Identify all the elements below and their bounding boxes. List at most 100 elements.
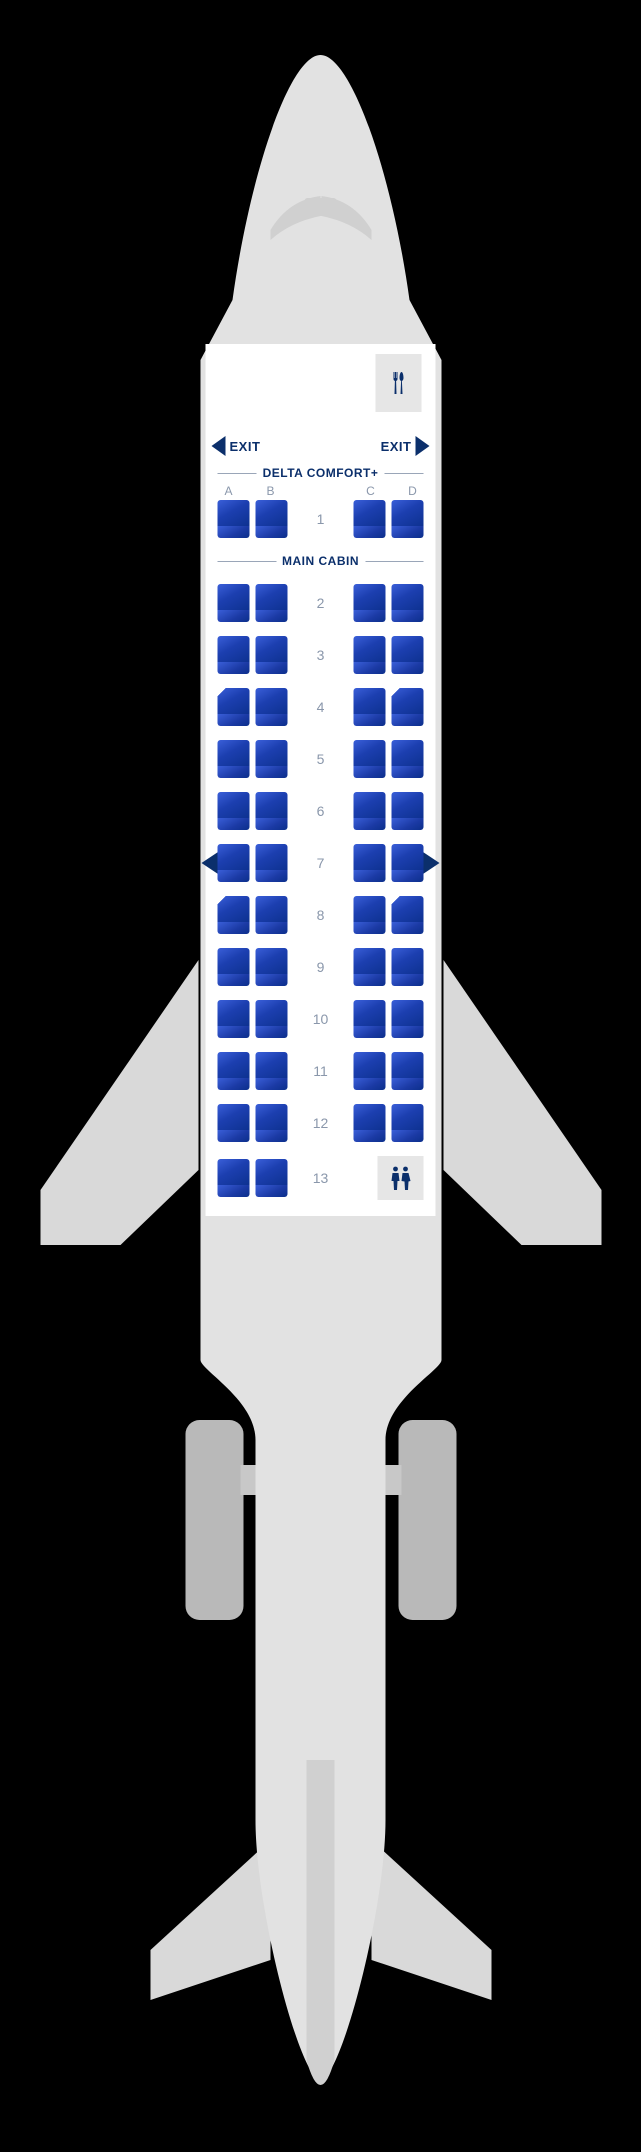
seat-rows: 1 MAIN CABIN 2 3 4 5 6 7 8 9 10 11 12 13 xyxy=(206,500,436,1200)
fork-knife-icon xyxy=(392,372,406,394)
seat-7A[interactable] xyxy=(218,844,250,882)
seat-1B[interactable] xyxy=(256,500,288,538)
seat-pair-right xyxy=(354,688,424,726)
seat-12B[interactable] xyxy=(256,1104,288,1142)
overwing-exit-right-icon xyxy=(422,851,440,875)
seat-10D[interactable] xyxy=(392,1000,424,1038)
seat-4A[interactable] xyxy=(218,688,250,726)
seat-pair-right xyxy=(354,636,424,674)
seat-11A[interactable] xyxy=(218,1052,250,1090)
seat-row-4: 4 xyxy=(218,688,424,726)
seat-3D[interactable] xyxy=(392,636,424,674)
seat-7D[interactable] xyxy=(392,844,424,882)
seat-9D[interactable] xyxy=(392,948,424,986)
section-label-comfort: DELTA COMFORT+ xyxy=(263,466,379,480)
seat-pair-right xyxy=(354,1052,424,1090)
aircraft-seatmap: EXIT EXIT DELTA COMFORT+ A B C D 1MAIN C… xyxy=(0,0,641,2152)
seat-2C[interactable] xyxy=(354,584,386,622)
seat-row-3: 3 xyxy=(218,636,424,674)
seat-4C[interactable] xyxy=(354,688,386,726)
seat-4D[interactable] xyxy=(392,688,424,726)
seat-9B[interactable] xyxy=(256,948,288,986)
seat-row-6: 6 xyxy=(218,792,424,830)
seat-2D[interactable] xyxy=(392,584,424,622)
seat-pair-right xyxy=(354,1000,424,1038)
seat-pair-right xyxy=(354,1104,424,1142)
seat-8D[interactable] xyxy=(392,896,424,934)
seat-11B[interactable] xyxy=(256,1052,288,1090)
col-letter-b: B xyxy=(264,484,278,498)
row-number: 6 xyxy=(317,803,325,819)
forward-exit-row: EXIT EXIT xyxy=(206,436,436,456)
seat-row-12: 12 xyxy=(218,1104,424,1142)
row-number: 3 xyxy=(317,647,325,663)
exit-right: EXIT xyxy=(381,436,430,456)
seat-row-13: 13 xyxy=(218,1156,424,1200)
seat-8C[interactable] xyxy=(354,896,386,934)
seat-5A[interactable] xyxy=(218,740,250,778)
seat-pair-left xyxy=(218,584,288,622)
seat-6A[interactable] xyxy=(218,792,250,830)
seat-2A[interactable] xyxy=(218,584,250,622)
seat-6D[interactable] xyxy=(392,792,424,830)
seat-1D[interactable] xyxy=(392,500,424,538)
exit-arrow-left-icon xyxy=(212,436,226,456)
seat-13B[interactable] xyxy=(256,1159,288,1197)
row-number: 11 xyxy=(313,1063,328,1079)
seat-8B[interactable] xyxy=(256,896,288,934)
section-label-main: MAIN CABIN xyxy=(282,554,359,568)
seat-6C[interactable] xyxy=(354,792,386,830)
seat-9C[interactable] xyxy=(354,948,386,986)
seat-pair-left xyxy=(218,740,288,778)
exit-label-left: EXIT xyxy=(230,439,261,454)
seat-7C[interactable] xyxy=(354,844,386,882)
seat-12A[interactable] xyxy=(218,1104,250,1142)
seat-8A[interactable] xyxy=(218,896,250,934)
seat-5D[interactable] xyxy=(392,740,424,778)
seat-pair-left xyxy=(218,948,288,986)
seat-pair-left xyxy=(218,1159,288,1197)
seat-pair-right xyxy=(354,844,424,882)
row-number: 9 xyxy=(317,959,325,975)
seat-pair-left xyxy=(218,636,288,674)
seat-3C[interactable] xyxy=(354,636,386,674)
seat-3A[interactable] xyxy=(218,636,250,674)
seat-pair-left xyxy=(218,1104,288,1142)
galley xyxy=(376,354,422,412)
seat-5B[interactable] xyxy=(256,740,288,778)
seat-12C[interactable] xyxy=(354,1104,386,1142)
row-number: 4 xyxy=(317,699,325,715)
seat-pair-right xyxy=(354,792,424,830)
seat-6B[interactable] xyxy=(256,792,288,830)
seat-9A[interactable] xyxy=(218,948,250,986)
seat-5C[interactable] xyxy=(354,740,386,778)
seat-10A[interactable] xyxy=(218,1000,250,1038)
seat-11D[interactable] xyxy=(392,1052,424,1090)
seat-pair-right xyxy=(354,500,424,538)
seat-row-2: 2 xyxy=(218,584,424,622)
seat-13A[interactable] xyxy=(218,1159,250,1197)
seat-3B[interactable] xyxy=(256,636,288,674)
seat-1C[interactable] xyxy=(354,500,386,538)
seat-4B[interactable] xyxy=(256,688,288,726)
seat-10B[interactable] xyxy=(256,1000,288,1038)
seat-pair-left xyxy=(218,1052,288,1090)
seat-row-1: 1 xyxy=(218,500,424,538)
row-number: 12 xyxy=(313,1115,329,1131)
exit-arrow-right-icon xyxy=(416,436,430,456)
row-number: 10 xyxy=(313,1011,329,1027)
seat-row-5: 5 xyxy=(218,740,424,778)
seat-12D[interactable] xyxy=(392,1104,424,1142)
row-number: 7 xyxy=(317,855,325,871)
exit-left: EXIT xyxy=(212,436,261,456)
seat-2B[interactable] xyxy=(256,584,288,622)
seat-7B[interactable] xyxy=(256,844,288,882)
seat-10C[interactable] xyxy=(354,1000,386,1038)
restroom-icon xyxy=(390,1166,412,1190)
seat-11C[interactable] xyxy=(354,1052,386,1090)
seat-pair-left xyxy=(218,792,288,830)
seat-1A[interactable] xyxy=(218,500,250,538)
seat-row-8: 8 xyxy=(218,896,424,934)
lavatory-slot xyxy=(378,1156,424,1200)
section-divider-comfort: DELTA COMFORT+ xyxy=(218,466,424,480)
